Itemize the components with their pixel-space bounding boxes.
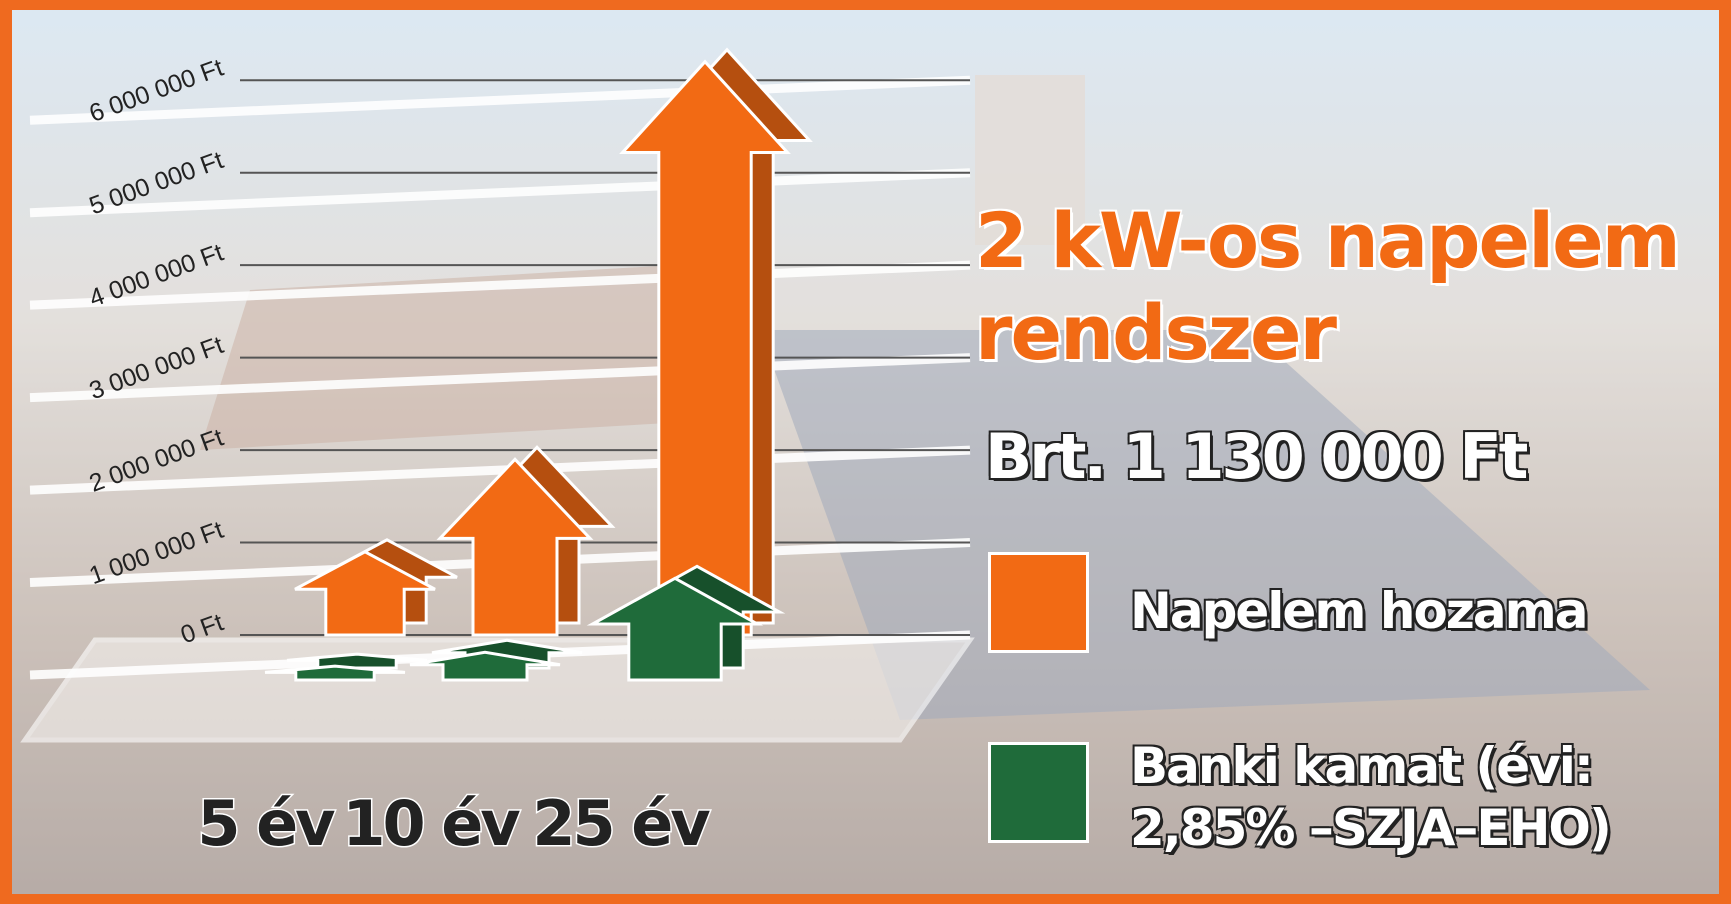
grid-line bbox=[29, 260, 971, 310]
bar bbox=[586, 576, 764, 682]
grid-line bbox=[29, 75, 971, 125]
x-tick-label: 10 év bbox=[342, 787, 520, 860]
roof bbox=[200, 260, 760, 450]
bar bbox=[264, 664, 406, 682]
grid-line bbox=[29, 353, 971, 403]
x-tick-label: 5 év bbox=[197, 787, 335, 860]
legend-swatch bbox=[988, 552, 1089, 653]
bar-side bbox=[286, 652, 428, 670]
chimney bbox=[975, 75, 1085, 245]
roof-panels bbox=[760, 330, 1650, 720]
x-tick-label: 25 év bbox=[532, 787, 710, 860]
legend-swatch bbox=[988, 742, 1089, 843]
title: 2 kW-os napelem rendszer bbox=[975, 196, 1681, 377]
bar bbox=[619, 59, 791, 637]
grid-line bbox=[29, 445, 971, 495]
grid-line bbox=[29, 168, 971, 218]
bar bbox=[409, 650, 561, 682]
bar bbox=[294, 550, 436, 637]
legend-label: Banki kamat (évi: 2,85% –SZJA–EHO) bbox=[1130, 737, 1612, 857]
bar bbox=[436, 457, 594, 637]
legend-label: Napelem hozama bbox=[1130, 582, 1588, 640]
subtitle: Brt. 1 130 000 Ft bbox=[985, 420, 1528, 493]
